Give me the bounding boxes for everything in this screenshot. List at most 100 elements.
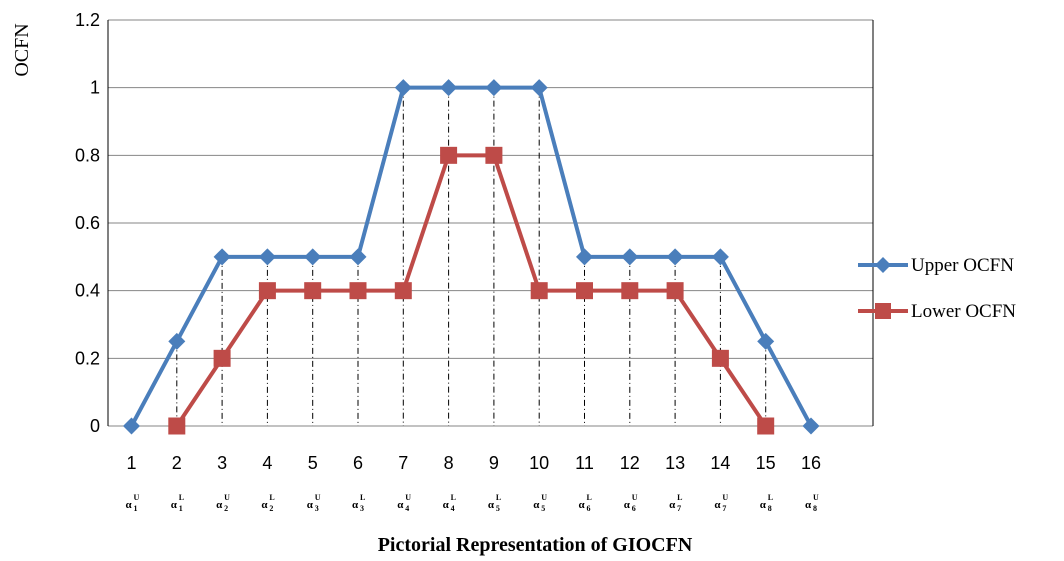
symbol-sub: 1 [179,504,183,513]
point-symbol: αL 5 [488,493,501,513]
symbol-sup: U [632,493,638,502]
point-symbol: αU 2 [216,493,230,513]
data-point [440,79,458,97]
x-tick-labels: 1 2 3 4 5 6 7 8 9 10 11 12 13 14 15 16 [126,453,821,473]
symbol-base: α [579,499,586,511]
x-tick-label: 4 [262,453,272,473]
data-point [621,248,639,266]
y-tick-label: 1.2 [75,10,100,30]
legend-item: Lower OCFN [858,301,1016,322]
x-tick-label: 16 [801,453,821,473]
x-tick-label: 5 [308,453,318,473]
legend: Upper OCFN Lower OCFN [858,255,1016,322]
data-point [304,248,322,266]
data-point [213,349,231,367]
data-point [711,248,729,266]
symbol-base: α [352,499,359,511]
symbol-sup: U [813,493,819,502]
symbol-sup: L [587,493,592,502]
data-point [258,282,276,300]
symbol-sub: 2 [224,504,228,513]
symbol-sup: L [451,493,456,502]
symbol-sup: U [224,493,230,502]
point-symbol: αU 5 [533,493,547,513]
point-symbol: αL 7 [669,493,682,513]
data-point [349,248,367,266]
data-point [802,417,820,435]
symbol-base: α [760,499,767,511]
data-point [168,332,186,350]
y-tick-label: 0.8 [75,145,100,165]
data-point [757,332,775,350]
x-tick-label: 14 [710,453,730,473]
symbol-base: α [533,499,540,511]
symbol-base: α [805,499,812,511]
point-symbol-labels: αU1 αL1 αU2 αL2 αU3 αL3 αU4 αL4 αL5 αU5 αL6 αU6 αL7 α… [126,493,820,513]
symbol-sup: L [496,493,501,502]
x-axis-label: Pictorial Representation of GIOCFN [378,534,693,556]
symbol-sub: 3 [315,504,319,513]
legend-marker [875,303,891,319]
symbol-base: α [216,499,223,511]
series-line [129,85,813,427]
symbol-base: α [488,499,495,511]
data-point [530,79,548,97]
symbol-base: α [669,499,676,511]
x-tick-label: 10 [529,453,549,473]
data-point [394,79,412,97]
symbol-sup: U [541,493,547,502]
symbol-sub: 5 [496,504,500,513]
legend-item: Upper OCFN [858,255,1014,276]
symbol-sup: U [722,493,728,502]
data-point [576,282,593,300]
x-tick-label: 1 [126,453,136,473]
series-upper [123,79,820,435]
x-tick-label: 9 [489,453,499,473]
data-point [485,146,503,164]
symbol-base: α [261,499,268,511]
data-point [123,417,140,435]
y-tick-labels: 0 0.2 0.4 0.6 0.8 1 1.2 [75,10,100,436]
symbol-sup: U [134,493,140,502]
series-lower [168,146,775,435]
symbol-sub: 8 [768,504,772,513]
symbol-sup: U [315,493,321,502]
symbol-sub: 7 [677,504,681,513]
symbol-sub: 3 [360,504,364,513]
symbol-base: α [397,499,404,511]
legend-label: Lower OCFN [911,301,1016,322]
y-tick-label: 0 [90,416,100,436]
data-point [394,282,412,300]
symbol-sub: 4 [451,504,455,513]
data-point [530,282,548,300]
symbol-sub: 2 [269,504,273,513]
symbol-sup: L [179,493,184,502]
x-tick-label: 8 [444,453,454,473]
symbol-base: α [714,499,721,511]
data-point [621,282,639,300]
point-symbol: αU 7 [714,493,728,513]
data-point [440,146,458,164]
symbol-sub: 6 [587,504,591,513]
symbol-sub: 7 [722,504,726,513]
symbol-sup: L [269,493,274,502]
symbol-base: α [126,499,133,511]
symbol-sup: L [768,493,773,502]
point-symbol: αU 4 [397,493,411,513]
symbol-sup: U [405,493,411,502]
point-symbol: αU 3 [307,493,321,513]
x-tick-label: 11 [575,453,594,473]
x-tick-label: 15 [756,453,776,473]
legend-marker [875,257,891,273]
symbol-base: α [307,499,314,511]
data-point [349,282,367,300]
symbol-sup: L [677,493,682,502]
symbol-base: α [443,499,450,511]
x-tick-label: 3 [217,453,227,473]
y-tick-label: 1 [90,78,100,98]
x-tick-label: 6 [353,453,363,473]
point-symbol: αL 2 [261,493,274,513]
point-symbol: αU 8 [805,493,819,513]
data-point [258,248,276,266]
point-symbol: αL 3 [352,493,365,513]
